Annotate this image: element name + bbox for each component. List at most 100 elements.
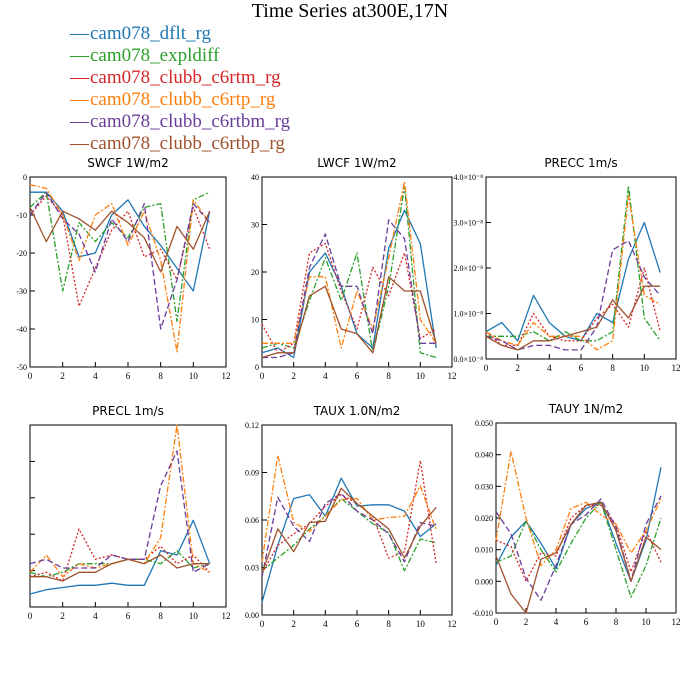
plot-frame — [495, 422, 677, 614]
y-tick-label: -40 — [16, 325, 27, 334]
series-line — [29, 195, 211, 307]
series-line — [29, 191, 210, 323]
panel-title: TAUY 1N/m2 — [548, 402, 624, 416]
x-tick-label: 4 — [93, 611, 98, 621]
x-tick-label: 12 — [448, 371, 457, 381]
series-line — [29, 550, 210, 578]
legend-label: cam078_clubb_c6rtbm_rg — [90, 111, 291, 132]
x-tick-label: 0 — [484, 363, 489, 373]
y-tick-label: 0.000 — [475, 577, 493, 586]
series-line — [29, 183, 211, 353]
y-tick-label: -20 — [16, 249, 27, 258]
series-line — [485, 285, 661, 351]
x-tick-label: 6 — [584, 617, 589, 627]
series-line — [261, 276, 437, 359]
x-tick-label: 10 — [416, 371, 426, 381]
x-tick-label: 0 — [28, 611, 33, 621]
series-line — [261, 454, 437, 562]
plot-frame — [261, 176, 453, 368]
series-line — [261, 242, 437, 354]
plot-frame — [261, 424, 453, 616]
x-tick-label: 8 — [158, 371, 163, 381]
series-line — [485, 221, 661, 342]
x-tick-label: 12 — [448, 619, 457, 629]
x-tick-label: 2 — [515, 363, 520, 373]
chart-panel: SWCF 1W/m2 0 2 4 6 8 10 12 -50 -40 -30 -20 -10 0 — [16, 156, 230, 381]
x-tick-label: 8 — [386, 619, 391, 629]
series-line — [261, 492, 437, 578]
y-tick-label: 1.0×10⁻⁸ — [453, 310, 483, 319]
y-tick-label: 0.09 — [245, 469, 259, 478]
legend-item: —cam078_dflt_rg — [70, 23, 290, 45]
series-line — [495, 504, 662, 582]
x-tick-label: 2 — [291, 619, 296, 629]
series-line — [485, 194, 661, 351]
y-tick-label: 0.030 — [475, 482, 493, 491]
series-line — [495, 501, 662, 614]
x-tick-label: 0 — [28, 371, 33, 381]
x-tick-label: 12 — [222, 371, 231, 381]
legend-item: —cam078_clubb_c6rtbp_rg — [70, 133, 290, 155]
series-line — [29, 191, 211, 330]
y-tick-label: 0.020 — [475, 514, 493, 523]
y-tick-label: 0.010 — [475, 546, 493, 555]
x-tick-label: 10 — [416, 619, 426, 629]
x-tick-label: 4 — [547, 363, 552, 373]
chart-panel: PRECC 1m/s 0 2 4 6 8 10 12 0.0×10⁻⁸ 1.0×10⁻⁸ 2.0×1… — [453, 156, 680, 373]
y-tick-label: 0 — [23, 173, 27, 182]
series-line — [261, 477, 437, 603]
legend-item: —cam078_clubb_c6rtm_rg — [70, 67, 290, 89]
x-tick-label: 10 — [642, 617, 652, 627]
y-tick-label: -30 — [16, 287, 27, 296]
y-tick-label: 20 — [251, 268, 259, 277]
y-tick-label: 10 — [251, 316, 259, 325]
legend-label: cam078_clubb_c6rtp_rg — [90, 89, 276, 110]
x-tick-label: 4 — [323, 619, 328, 629]
chart-panel: LWCF 1W/m2 0 2 4 6 8 10 12 0 10 20 30 40 — [251, 156, 457, 381]
legend-label: cam078_clubb_c6rtbp_rg — [90, 133, 285, 154]
panel-title: LWCF 1W/m2 — [317, 156, 396, 170]
series-line — [485, 240, 661, 351]
series-line — [485, 267, 661, 347]
x-tick-label: 2 — [60, 611, 65, 621]
chart-panel: TAUY 1N/m2 0 2 4 6 8 10 12 -0.010 0.000 0.010 0.020… — [472, 402, 680, 627]
x-tick-label: 4 — [93, 371, 98, 381]
x-tick-label: 2 — [291, 371, 296, 381]
x-tick-label: 12 — [672, 617, 681, 627]
series-line — [262, 181, 437, 349]
series-line — [495, 501, 662, 598]
series-line — [30, 554, 210, 582]
legend-label: cam078_clubb_c6rtm_rg — [90, 67, 281, 88]
x-tick-label: 12 — [672, 363, 681, 373]
x-tick-label: 10 — [189, 611, 199, 621]
legend-item: —cam078_clubb_c6rtbm_rg — [70, 111, 290, 133]
chart-panel: TAUX 1.0N/m2 0 2 4 6 8 10 12 0.00 0.03 0.06 0.09 0.1… — [245, 404, 457, 629]
y-tick-label: 0.06 — [245, 516, 259, 525]
legend-label: cam078_dflt_rg — [90, 23, 212, 44]
x-tick-label: 2 — [524, 617, 529, 627]
legend-item: —cam078_expldiff — [70, 45, 290, 67]
panel-title: PRECC 1m/s — [544, 156, 617, 170]
y-tick-label: -50 — [16, 363, 27, 372]
y-tick-label: 0.050 — [475, 419, 493, 428]
y-tick-label: 0.00 — [245, 611, 259, 620]
y-tick-label: -0.010 — [472, 609, 493, 618]
series-line — [30, 191, 211, 292]
x-tick-label: 0 — [494, 617, 499, 627]
x-tick-label: 10 — [189, 371, 199, 381]
y-tick-label: -10 — [16, 211, 27, 220]
x-tick-label: 4 — [323, 371, 328, 381]
series-line — [29, 450, 211, 573]
x-tick-label: 6 — [355, 371, 360, 381]
legend-label: cam078_expldiff — [90, 45, 220, 66]
x-tick-label: 6 — [126, 611, 131, 621]
y-tick-label: 3.0×10⁻⁸ — [453, 219, 483, 228]
figure-title: Time Series at300E,17N — [251, 0, 449, 22]
x-tick-label: 8 — [386, 371, 391, 381]
y-tick-label: 40 — [251, 173, 259, 182]
x-tick-label: 6 — [126, 371, 131, 381]
y-tick-label: 0.040 — [475, 451, 493, 460]
legend-item: —cam078_clubb_c6rtp_rg — [70, 89, 290, 111]
series-line — [495, 450, 662, 567]
panel-title: SWCF 1W/m2 — [87, 156, 168, 170]
